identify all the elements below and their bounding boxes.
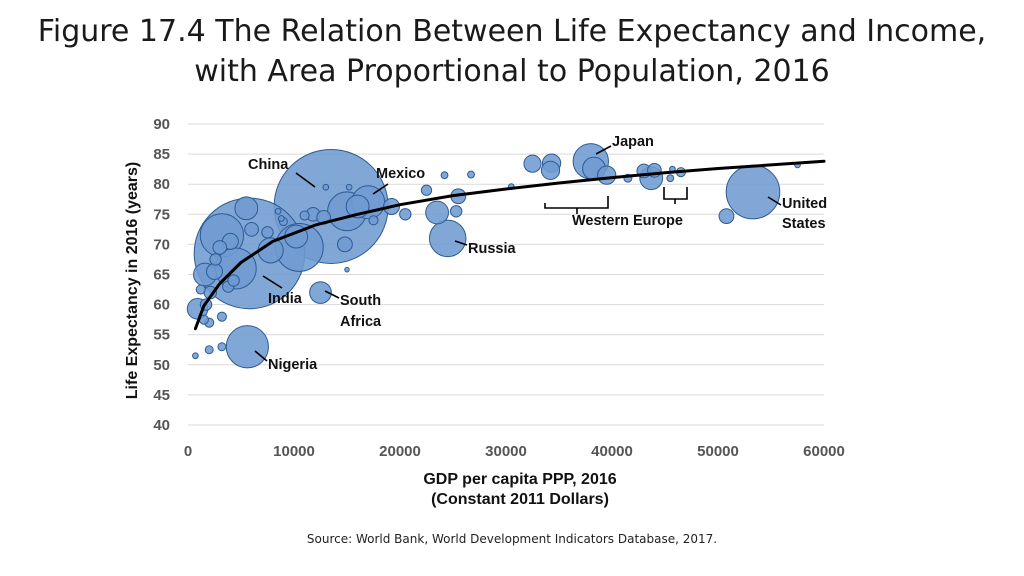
trend-curve-group	[193, 159, 826, 331]
x-tick-label: 40000	[591, 443, 633, 460]
x-tick-label: 30000	[485, 443, 527, 460]
annotation-russia: Russia	[468, 241, 516, 257]
country-bubble	[344, 266, 350, 273]
country-bubble	[192, 352, 199, 360]
y-tick-label: 80	[153, 176, 170, 193]
bubble-russia	[428, 219, 467, 258]
x-tick-label: 60000	[803, 443, 845, 460]
leader-line-japan	[595, 145, 612, 155]
x-axis-title-sub: (Constant 2011 Dollars)	[431, 491, 609, 508]
annotation-united-states: United	[782, 196, 827, 212]
country-bubble	[368, 215, 379, 226]
country-bubble	[597, 165, 617, 185]
x-tick-label: 0	[184, 443, 192, 460]
annotation-united-states: States	[782, 216, 826, 232]
source-note: Source: World Bank, World Development In…	[306, 532, 718, 546]
country-bubble	[212, 240, 228, 255]
leader-line-india	[262, 275, 283, 289]
y-tick-label: 90	[153, 116, 170, 133]
leader-line-china	[295, 172, 316, 188]
bubble-nigeria	[225, 325, 269, 369]
title-line-1: Figure 17.4 The Relation Between Life Ex…	[37, 14, 987, 49]
leader-line-russia	[454, 240, 468, 246]
country-bubble	[299, 210, 310, 221]
axes: 40 45 50 55 60 65 70 75 80 85 90 0 10000 20000 30000 40…	[124, 116, 845, 508]
country-bubble	[336, 236, 353, 253]
y-tick-label: 55	[153, 327, 170, 344]
annotation-japan: Japan	[612, 134, 654, 150]
country-bubble	[209, 253, 222, 266]
country-bubble	[540, 160, 561, 180]
country-bubble	[244, 222, 259, 237]
bubble-south-africa	[309, 281, 332, 304]
title-line-2: with Area Proportional to Population, 20…	[194, 54, 830, 89]
trend-curve	[193, 159, 826, 331]
country-bubble	[206, 263, 223, 280]
y-tick-label: 65	[153, 267, 170, 284]
x-axis-title: GDP per capita PPP, 2016	[423, 471, 616, 488]
y-tick-label: 60	[153, 297, 170, 314]
leader-line-united-states	[767, 196, 782, 206]
leader-line-south-africa	[324, 290, 340, 299]
country-bubble	[322, 183, 330, 191]
country-bubble	[666, 174, 675, 183]
country-bubble	[420, 184, 433, 196]
country-bubble	[261, 226, 274, 239]
country-bubble	[449, 205, 463, 218]
country-bubble	[277, 215, 285, 222]
y-tick-label: 45	[153, 387, 170, 404]
annotation-south-africa: South	[340, 293, 381, 309]
annotations: China India Mexico Japan Russia Nigeria South A…	[248, 134, 827, 373]
y-tick-label: 75	[153, 206, 170, 223]
country-bubble	[204, 345, 214, 355]
y-tick-label: 70	[153, 236, 170, 253]
bubble-united-states	[725, 164, 781, 220]
y-tick-label: 50	[153, 357, 170, 374]
country-bubble	[274, 207, 282, 215]
country-bubble	[523, 154, 542, 173]
annotation-south-africa: Africa	[340, 314, 382, 330]
y-tick-label: 85	[153, 146, 170, 163]
country-bubble	[195, 284, 206, 295]
leader-line-nigeria	[254, 350, 268, 362]
annotation-india: India	[268, 291, 303, 307]
country-bubble	[718, 208, 735, 225]
country-bubble	[467, 170, 475, 179]
leader-line-mexico	[372, 183, 389, 195]
x-tick-label: 50000	[697, 443, 739, 460]
country-bubble	[345, 183, 353, 191]
x-tick-label: 10000	[273, 443, 315, 460]
annotation-nigeria: Nigeria	[268, 357, 318, 373]
annotation-western-europe: Western Europe	[572, 213, 683, 229]
country-bubble	[234, 196, 259, 221]
country-bubble	[217, 342, 227, 352]
country-bubble	[425, 200, 450, 225]
country-bubble	[399, 208, 412, 221]
country-bubble	[440, 171, 449, 180]
y-tick-label: 40	[153, 417, 170, 434]
annotation-china: China	[248, 157, 289, 173]
country-bubble	[227, 274, 240, 287]
annotation-mexico: Mexico	[376, 166, 425, 182]
country-bubble	[216, 311, 227, 322]
slide-title: Figure 17.4 The Relation Between Life Ex…	[0, 12, 1024, 92]
x-tick-label: 20000	[379, 443, 421, 460]
bracket-western-europe-right	[663, 187, 688, 200]
bracket-western-europe-left	[544, 196, 609, 209]
y-axis-title: Life Expectancy in 2016 (years)	[124, 162, 141, 399]
